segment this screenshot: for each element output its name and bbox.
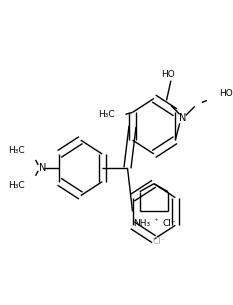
Text: N: N xyxy=(179,113,186,123)
Text: ⁺: ⁺ xyxy=(154,217,158,226)
Text: Cl⁻: Cl⁻ xyxy=(152,237,166,246)
Text: HO: HO xyxy=(219,89,233,98)
Text: HO: HO xyxy=(161,70,175,79)
Text: N: N xyxy=(39,163,46,173)
Text: H₃C: H₃C xyxy=(8,145,25,155)
Text: H₃C: H₃C xyxy=(98,110,115,119)
Text: NH₃: NH₃ xyxy=(133,219,150,228)
Text: H₃C: H₃C xyxy=(8,181,25,190)
Text: Cl⁻: Cl⁻ xyxy=(163,219,176,228)
